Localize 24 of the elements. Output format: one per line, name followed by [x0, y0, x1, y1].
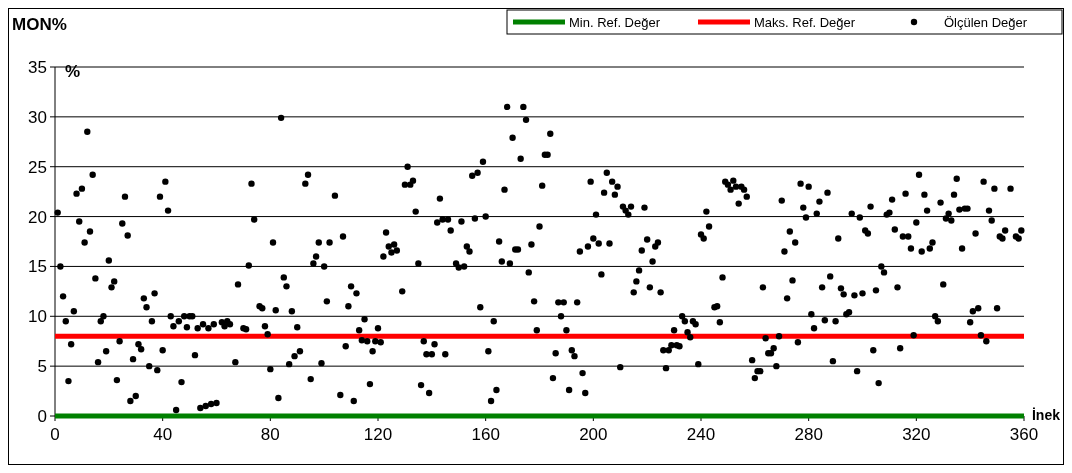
x-tick-label: 200 [579, 425, 608, 444]
y-tick-label: 25 [28, 157, 47, 177]
x-tick-label: 0 [50, 425, 60, 444]
x-tick-label: 320 [902, 425, 931, 444]
y-tick-label: 30 [28, 107, 47, 127]
legend-label: Maks. Ref. Değer [754, 15, 856, 30]
y-tick-label: 0 [37, 407, 47, 426]
y-tick-label: 15 [28, 257, 47, 277]
legend-label: Min. Ref. Değer [569, 15, 661, 30]
x-tick-label: 120 [363, 425, 393, 444]
x-tick-label: 80 [260, 425, 280, 444]
x-tick-label: 280 [794, 425, 823, 444]
y-tick-label: 5 [37, 357, 47, 377]
y-tick-label: 20 [28, 207, 47, 227]
x-tick-label: 160 [471, 425, 500, 444]
chart-title: MON% [12, 15, 67, 34]
x-tick-label: 40 [153, 425, 173, 444]
y-tick-label: 10 [28, 307, 47, 327]
legend-label: Ölçülen Değer [944, 15, 1028, 30]
x-tick-label: 240 [686, 425, 716, 444]
y-tick-label: 35 [28, 58, 47, 77]
x-tick-label: 360 [1009, 425, 1039, 444]
y-axis-title: % [65, 62, 81, 81]
x-axis-title: İnek [1031, 407, 1061, 423]
